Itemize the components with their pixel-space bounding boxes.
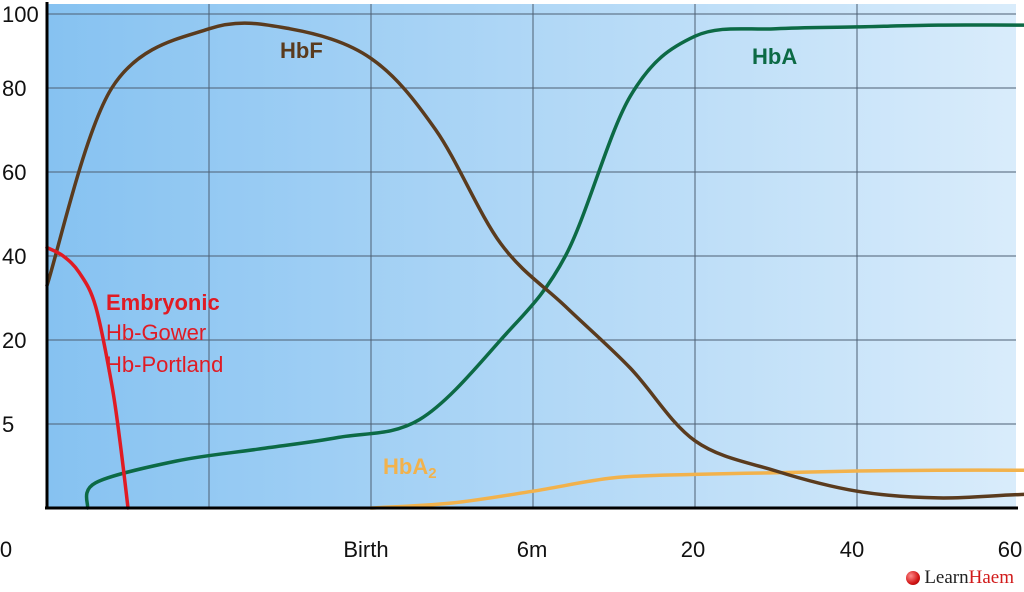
series-line-hba <box>84 23 1024 510</box>
y-tick-label: 5 <box>2 412 14 437</box>
y-tick-label: 40 <box>2 244 26 269</box>
tick-labels: 100 80 60 40 20 5 0 Birth 6m 20 40 60 <box>0 2 1022 562</box>
series-group <box>45 21 1024 510</box>
logo-text-haem: Haem <box>968 567 1014 588</box>
x-tick-label: 40 <box>840 537 864 562</box>
learnhaem-logo: Learn Haem <box>906 566 1014 590</box>
x-tick-label: 60 <box>998 537 1022 562</box>
logo-text-learn: Learn <box>924 567 969 588</box>
x-tick-label: 6m <box>517 537 548 562</box>
y-tick-label: 80 <box>2 76 26 101</box>
embryonic-label: Embryonic <box>106 290 220 315</box>
logo-dot-icon <box>906 571 921 585</box>
grid <box>47 4 1016 508</box>
y-tick-label: 20 <box>2 328 26 353</box>
x-tick-label: 20 <box>681 537 705 562</box>
hba2-subscript: 2 <box>428 465 436 482</box>
hb-portland-label: Hb-Portland <box>106 352 223 377</box>
y-tick-label: 60 <box>2 160 26 185</box>
hba2-label: HbA2 <box>383 454 437 482</box>
x-tick-label: 0 <box>0 537 12 562</box>
series-line-hbf <box>45 21 1024 500</box>
x-tick-label: Birth <box>343 537 388 562</box>
hbf-label: HbF <box>280 38 323 63</box>
y-tick-label: 100 <box>2 2 39 27</box>
hba2-base: HbA <box>383 454 428 479</box>
hb-gower-label: Hb-Gower <box>106 320 206 345</box>
series-line-embryonic <box>45 245 130 510</box>
hba-label: HbA <box>752 44 797 69</box>
